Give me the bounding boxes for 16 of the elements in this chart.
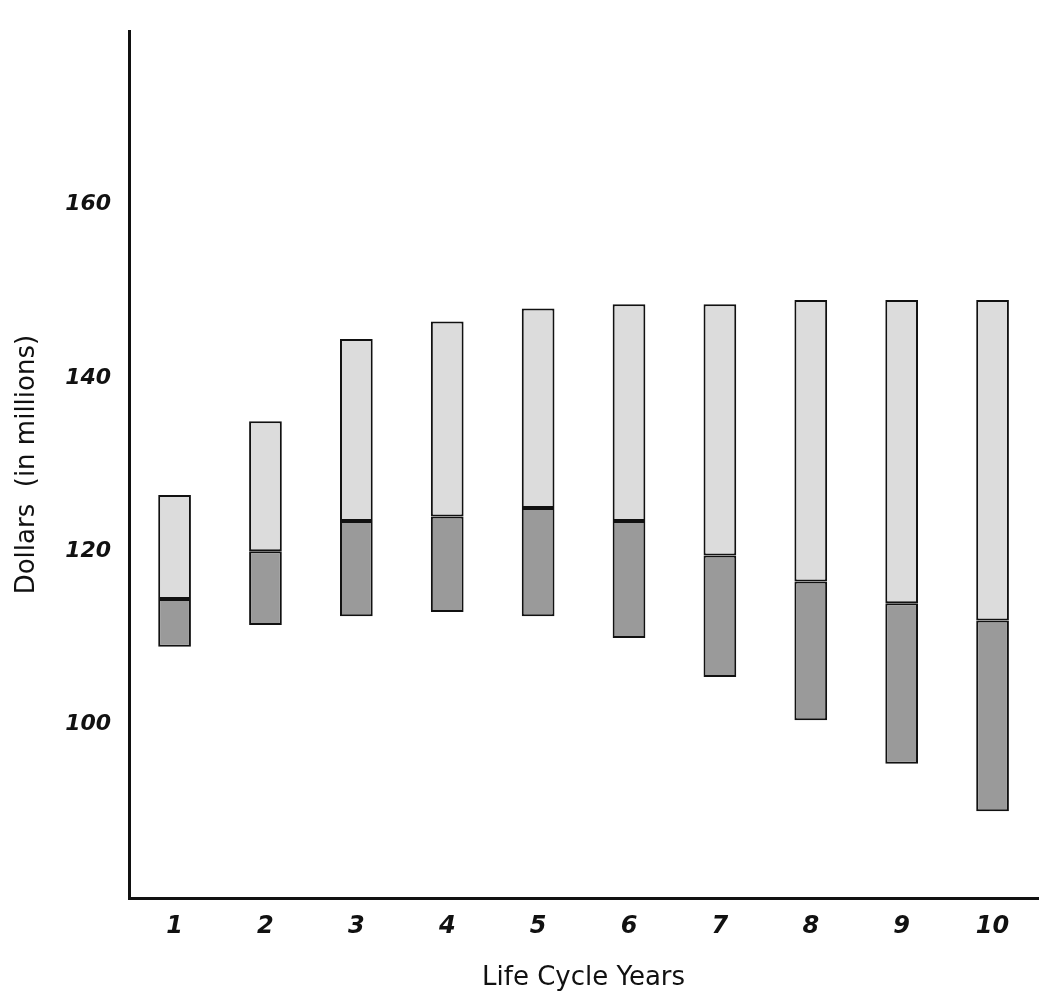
y-tick-label: 160 — [65, 190, 112, 216]
x-tick-label: 7 — [711, 910, 729, 939]
x-tick-label: 6 — [620, 910, 638, 939]
x-tick-label: 9 — [893, 910, 911, 939]
x-tick-label: 1 — [166, 910, 183, 939]
y-axis-title: Dollars (in millions) — [10, 334, 41, 595]
y-tick-label: 140 — [65, 363, 112, 389]
x-tick-label: 10 — [975, 910, 1010, 939]
x-tick-label: 4 — [437, 910, 456, 939]
x-axis-title: Life Cycle Years — [482, 961, 686, 992]
x-tick-label: 3 — [347, 910, 365, 939]
x-tick-label: 2 — [257, 910, 274, 939]
x-tick-label: 5 — [529, 910, 547, 939]
x-tick-label: 8 — [802, 910, 820, 939]
y-tick-label: 100 — [65, 710, 112, 736]
y-tick-label: 120 — [65, 537, 112, 562]
